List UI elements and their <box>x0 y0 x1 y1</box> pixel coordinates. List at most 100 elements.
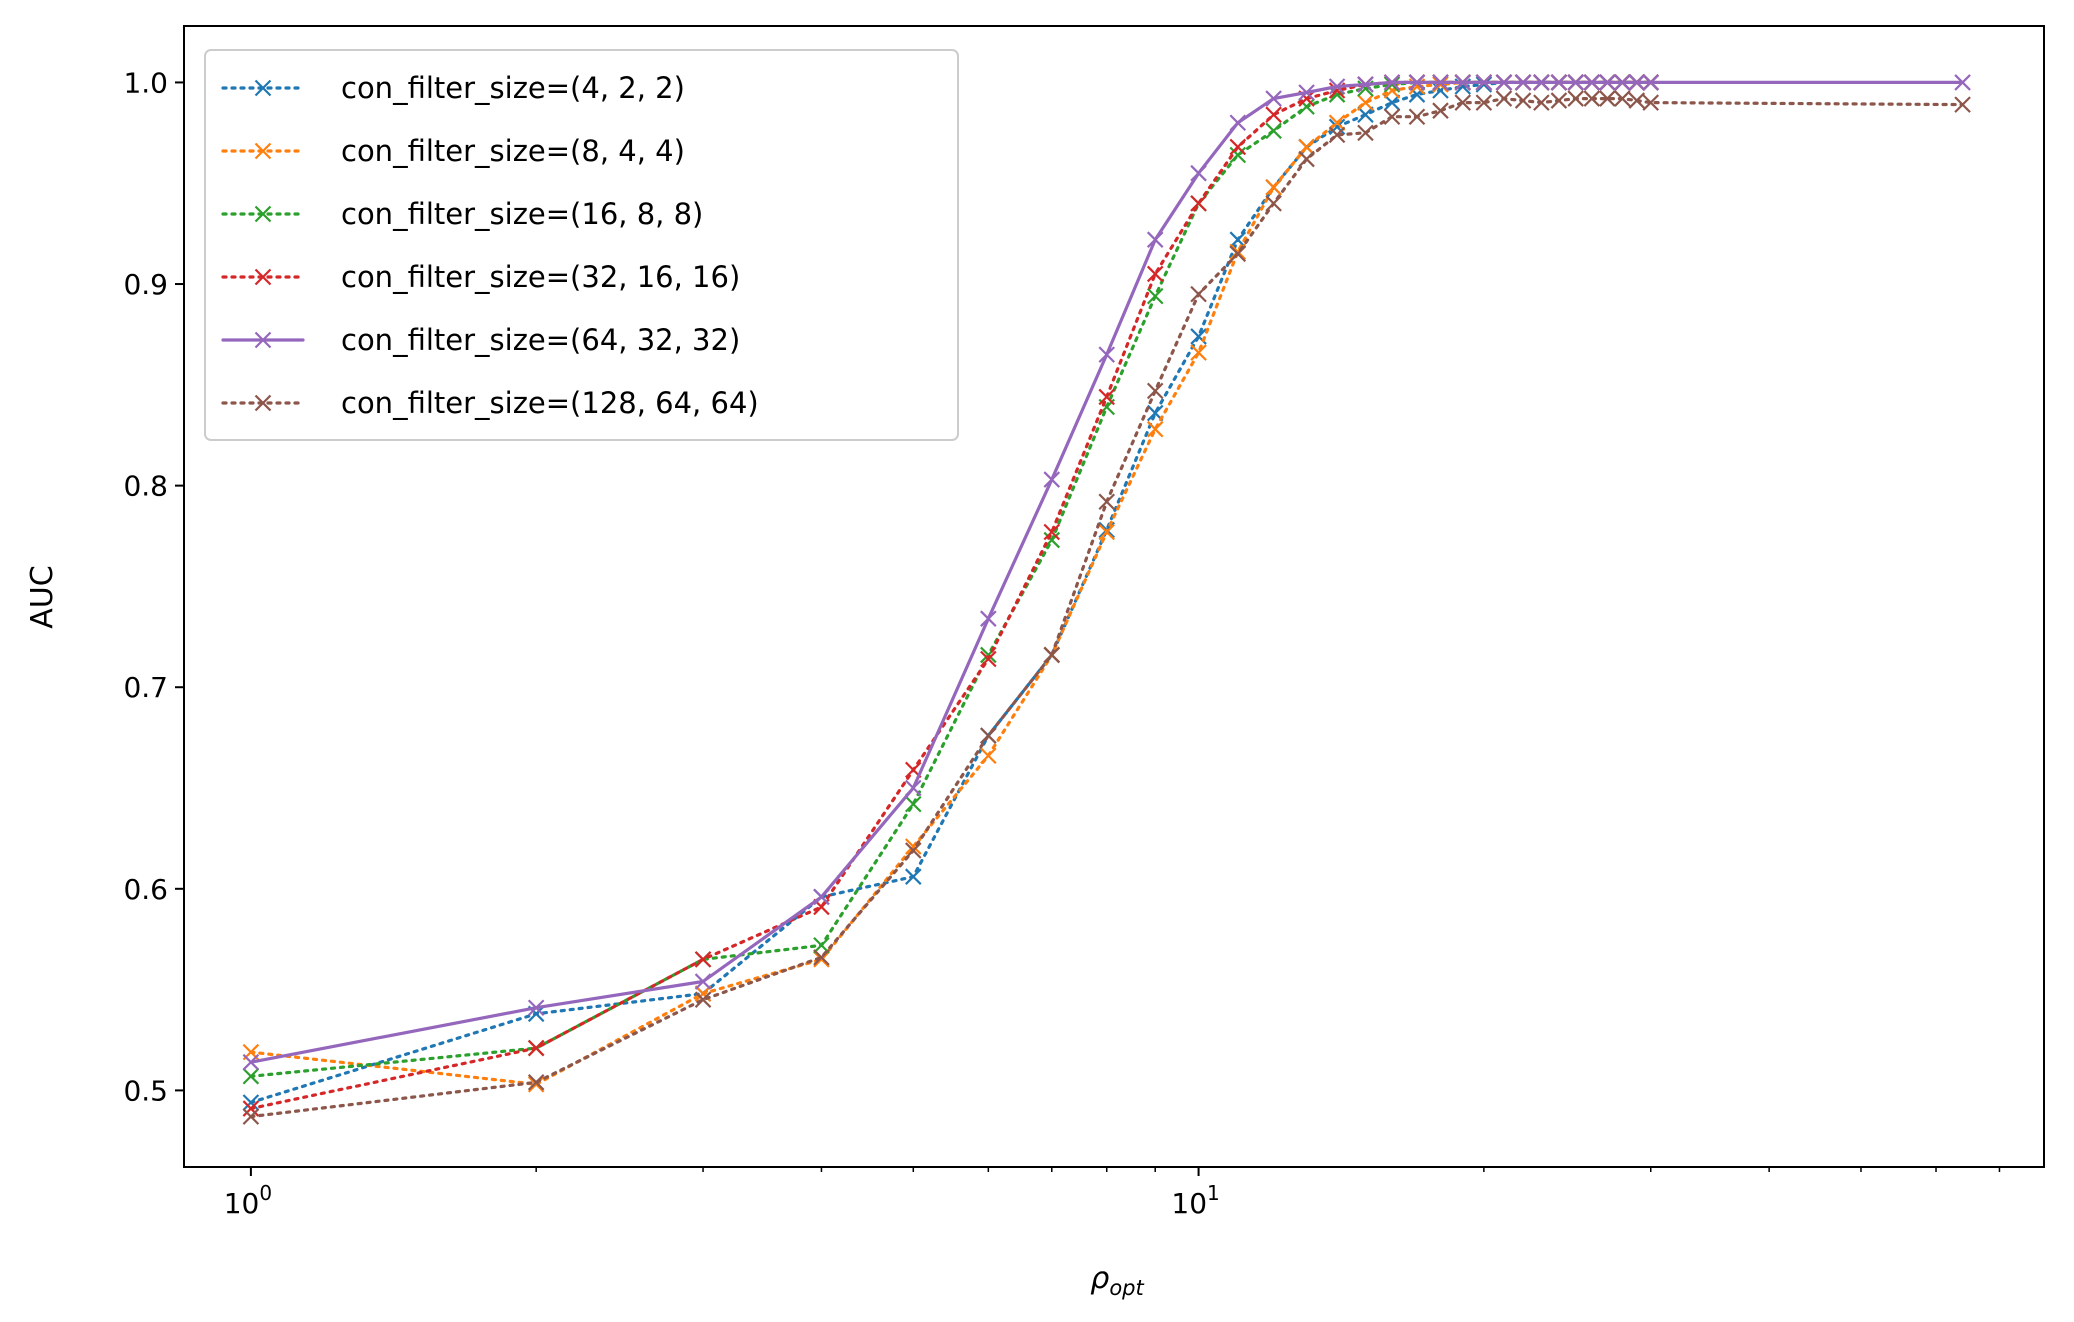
data-point <box>1583 74 1601 91</box>
y-tick-label: 0.6 <box>123 873 168 906</box>
data-point <box>1043 523 1061 541</box>
data-point <box>1432 74 1449 91</box>
data-point <box>1146 287 1164 305</box>
data-point <box>1146 420 1164 438</box>
legend-item: con_filter_size=(8, 4, 4) <box>221 134 685 168</box>
x-axis-title: ρopt <box>1090 1261 1144 1300</box>
data-point <box>1642 74 1660 91</box>
data-point <box>1383 108 1401 125</box>
data-point <box>1229 245 1247 263</box>
data-point <box>694 991 712 1008</box>
data-point <box>1383 76 1401 93</box>
data-point <box>1408 74 1426 91</box>
legend-label: con_filter_size=(128, 64, 64) <box>341 386 759 420</box>
data-point <box>1265 178 1282 196</box>
data-point <box>1628 92 1646 109</box>
data-point <box>1043 471 1061 488</box>
y-tick-label: 0.8 <box>123 470 168 503</box>
legend-marker <box>254 268 272 286</box>
data-point <box>242 1108 260 1125</box>
data-point <box>1454 94 1472 111</box>
data-point <box>1357 94 1374 111</box>
legend-label: con_filter_size=(8, 4, 4) <box>341 134 685 168</box>
data-point <box>1146 382 1164 400</box>
data-point <box>1583 90 1601 107</box>
data-point <box>813 951 830 968</box>
series-line <box>249 80 1653 1086</box>
data-point <box>242 1053 260 1071</box>
data-point <box>813 888 830 906</box>
data-point <box>1614 74 1631 91</box>
legend-marker <box>254 79 272 97</box>
data-point <box>1146 231 1164 248</box>
data-point <box>1550 92 1568 109</box>
data-point <box>1432 102 1449 119</box>
data-point <box>1475 94 1493 111</box>
data-point <box>1599 90 1616 107</box>
data-point <box>1043 646 1061 664</box>
data-point <box>1533 74 1550 91</box>
x-axis-title-subscript: opt <box>1109 1276 1144 1300</box>
data-point <box>1614 90 1631 107</box>
data-point <box>1328 126 1346 144</box>
data-point <box>1229 231 1247 248</box>
legend-item: con_filter_size=(4, 2, 2) <box>221 71 685 105</box>
data-point <box>694 973 712 990</box>
data-point <box>1190 195 1207 212</box>
data-point <box>1954 74 1971 91</box>
data-point <box>1454 74 1472 91</box>
data-point <box>1495 74 1513 91</box>
data-point <box>980 727 997 744</box>
data-point <box>1328 114 1346 132</box>
y-axis: 0.5 0.6 0.7 0.8 0.9 1.0 <box>123 66 184 1107</box>
data-point <box>1098 346 1116 363</box>
data-point <box>242 1094 260 1111</box>
data-point <box>1298 84 1315 101</box>
data-point <box>1265 90 1282 107</box>
data-point <box>1514 92 1532 109</box>
y-tick-label: 0.5 <box>123 1074 168 1107</box>
data-point <box>1383 94 1401 111</box>
data-point <box>980 650 997 668</box>
plot-lines <box>242 74 1971 1125</box>
data-point <box>1229 114 1247 132</box>
legend-item: con_filter_size=(32, 16, 16) <box>221 260 740 294</box>
data-point <box>242 1068 260 1085</box>
legend-marker <box>254 394 272 412</box>
legend-label: con_filter_size=(4, 2, 2) <box>341 71 685 105</box>
data-point <box>1628 74 1646 91</box>
data-point <box>905 779 922 797</box>
legend-marker <box>254 331 272 349</box>
data-point <box>1265 106 1282 123</box>
data-point <box>1229 138 1247 156</box>
legend-box <box>204 49 959 441</box>
data-point <box>1229 146 1247 164</box>
legend-label: con_filter_size=(32, 16, 16) <box>341 260 740 294</box>
y-tick-label: 0.7 <box>123 671 168 704</box>
data-point <box>1098 388 1116 406</box>
data-point <box>1599 74 1616 91</box>
data-point <box>1475 74 1493 91</box>
y-tick-label: 0.9 <box>123 268 168 301</box>
data-point <box>813 936 830 954</box>
legend-item: con_filter_size=(16, 8, 8) <box>221 197 703 231</box>
x-axis-title-symbol: ρ <box>1090 1261 1109 1296</box>
y-tick-label: 1.0 <box>123 66 168 99</box>
data-point <box>1190 344 1207 361</box>
data-point <box>1098 493 1116 511</box>
data-point <box>1328 78 1346 95</box>
data-point <box>1408 86 1426 103</box>
x-tick-label: 101 <box>1171 1181 1219 1220</box>
legend-item: con_filter_size=(64, 32, 32) <box>221 323 740 357</box>
data-point <box>527 1076 545 1093</box>
data-point <box>1383 74 1401 91</box>
data-point <box>905 842 922 859</box>
data-point <box>1642 94 1660 111</box>
data-point <box>813 949 830 966</box>
data-point <box>694 951 712 968</box>
data-point <box>1357 124 1374 142</box>
data-point <box>1265 122 1282 140</box>
series-5 <box>242 74 1971 1071</box>
data-point <box>242 1100 260 1117</box>
data-point <box>527 1074 545 1091</box>
